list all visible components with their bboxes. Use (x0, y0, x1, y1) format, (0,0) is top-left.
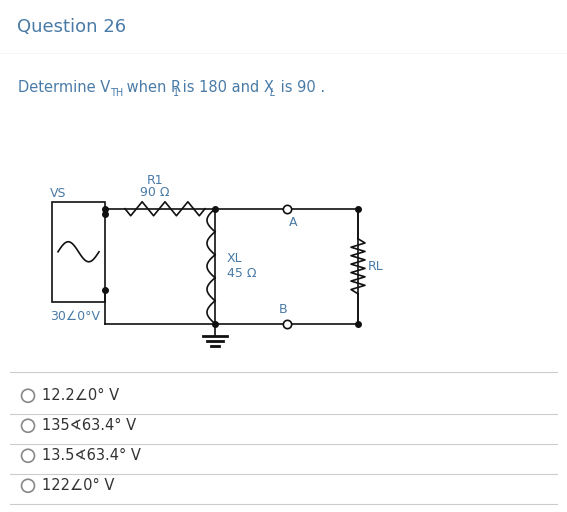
Text: 30∠0°V: 30∠0°V (50, 310, 100, 323)
Text: 122∠0° V: 122∠0° V (42, 478, 115, 493)
Text: Determine V: Determine V (18, 80, 110, 95)
Text: 135∢63.4° V: 135∢63.4° V (42, 418, 136, 433)
Text: L: L (270, 88, 276, 98)
Bar (52, 202, 105, 302)
Text: A: A (289, 216, 297, 229)
Text: RL: RL (368, 260, 384, 273)
Text: 12.2∠0° V: 12.2∠0° V (42, 388, 119, 403)
Text: is 180 and X: is 180 and X (178, 80, 274, 95)
Bar (215, 209, 358, 324)
Text: TH: TH (110, 88, 123, 98)
Text: R1: R1 (147, 174, 163, 187)
Text: is 90 .: is 90 . (276, 80, 325, 95)
Text: VS: VS (50, 187, 66, 200)
Text: B: B (278, 303, 287, 316)
Text: 13.5∢63.4° V: 13.5∢63.4° V (42, 449, 141, 463)
Text: when R: when R (122, 80, 181, 95)
Text: 90 Ω: 90 Ω (140, 186, 170, 199)
Text: Question 26: Question 26 (17, 18, 126, 36)
Text: 45 Ω: 45 Ω (227, 267, 256, 280)
Text: 1: 1 (173, 88, 179, 98)
Text: XL: XL (227, 252, 243, 265)
